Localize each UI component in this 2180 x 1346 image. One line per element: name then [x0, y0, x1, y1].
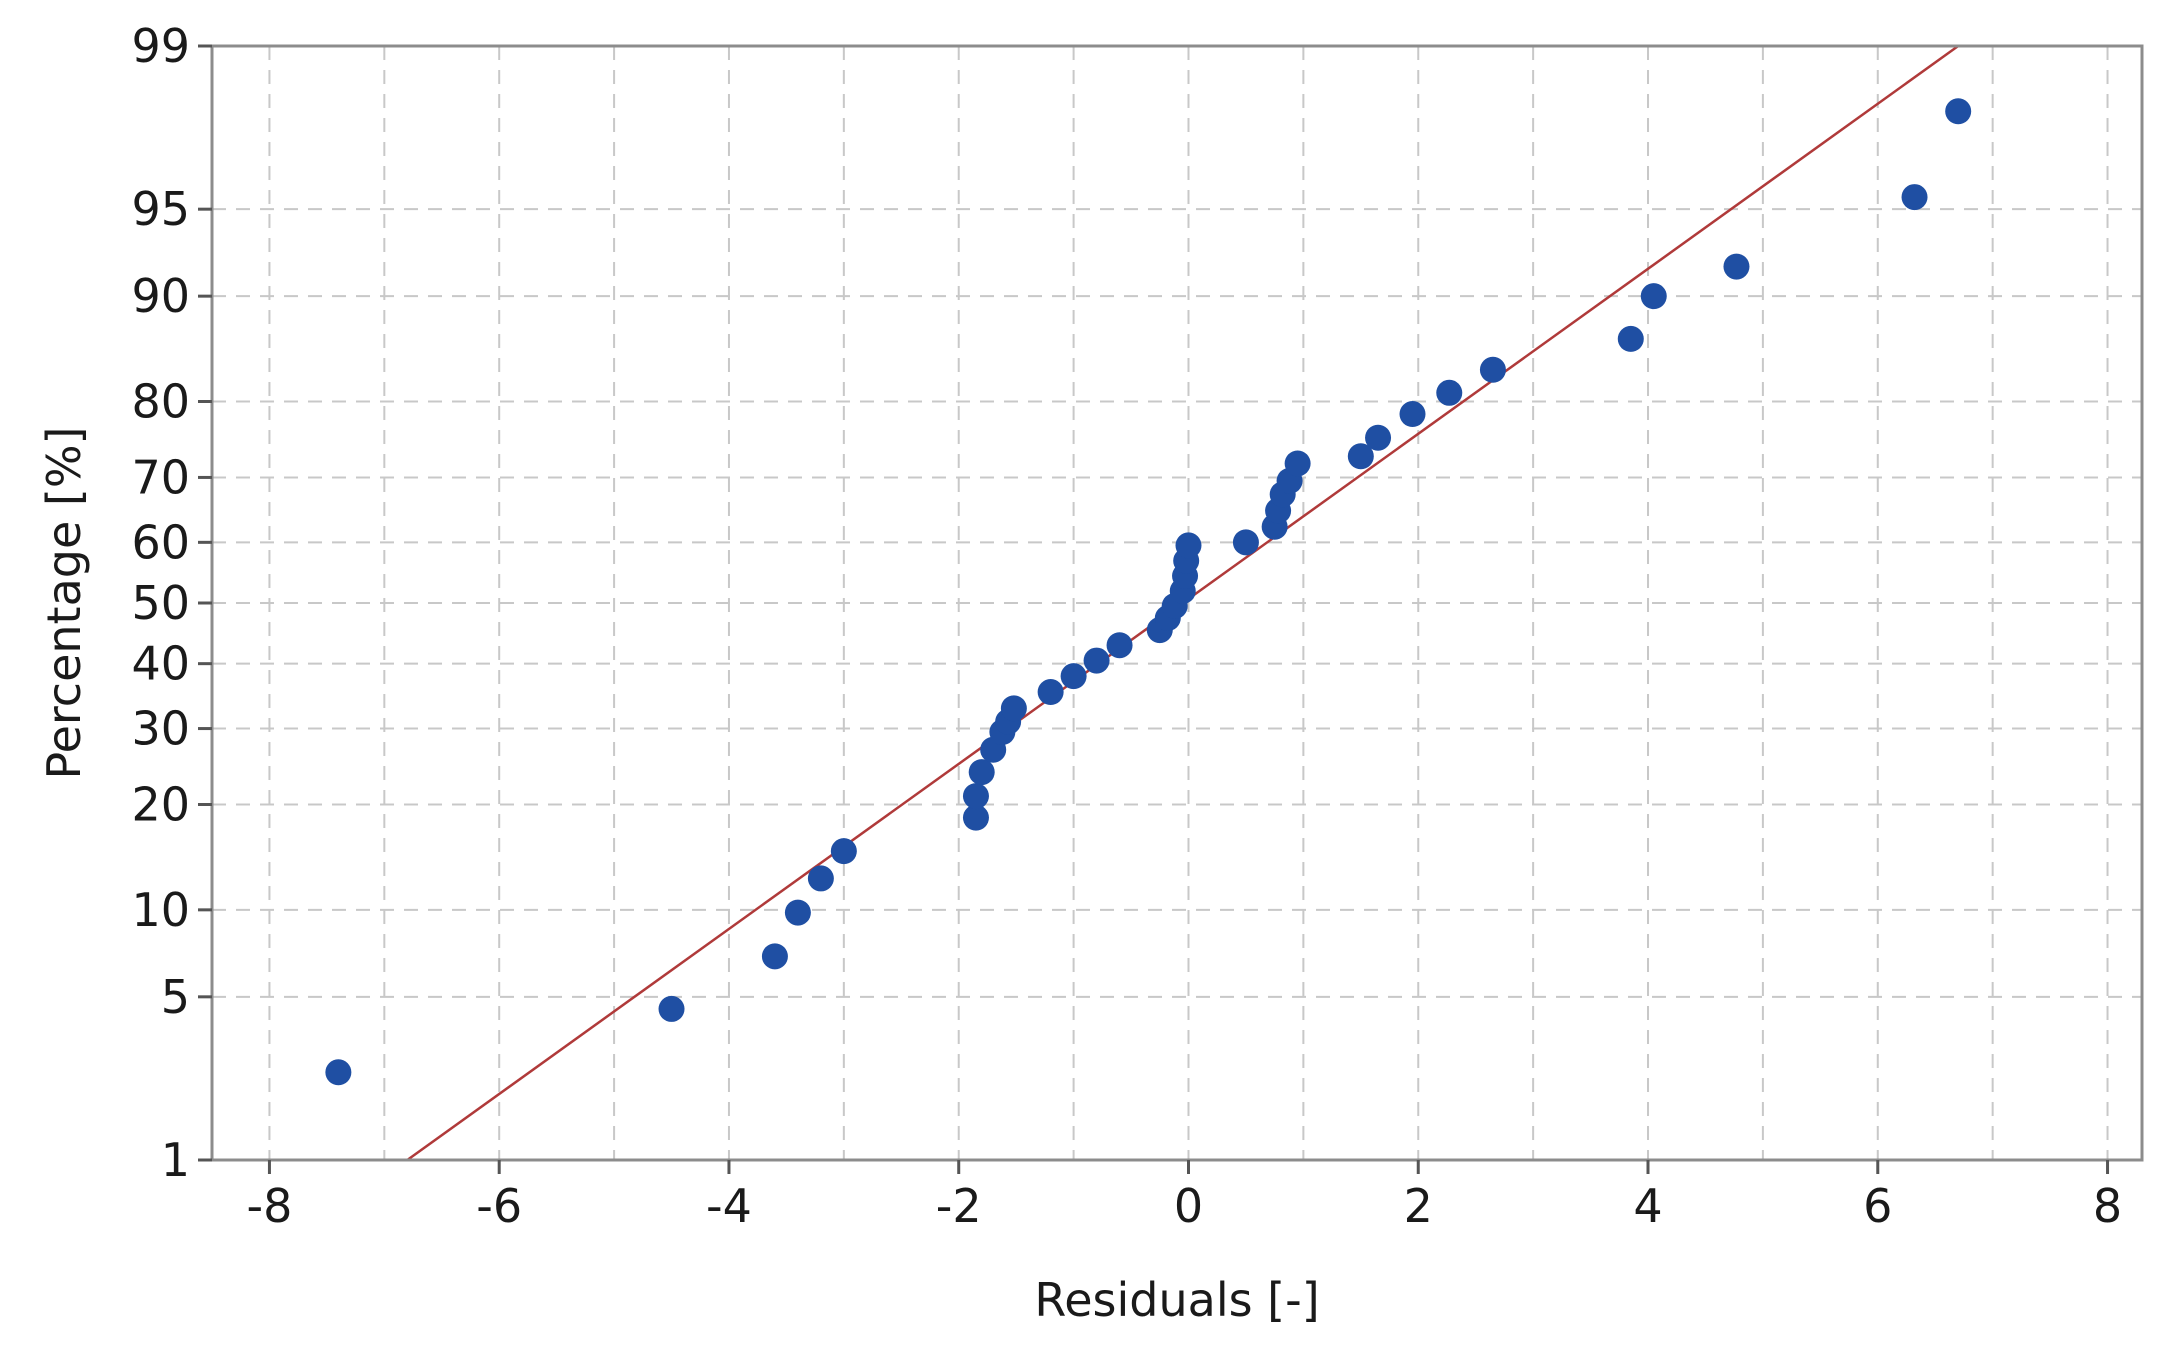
- y-tick-label: 60: [131, 515, 190, 569]
- x-axis-ticks: -8 -6 -4 -2 0 2 4 6 8: [247, 1160, 2122, 1233]
- y-tick-label: 99: [131, 19, 190, 73]
- data-point: [1347, 443, 1374, 470]
- data-point: [1399, 401, 1426, 428]
- y-tick-label: 30: [131, 702, 190, 756]
- x-tick-label: 6: [1863, 1179, 1892, 1233]
- x-tick-label: -6: [476, 1179, 522, 1233]
- data-point: [962, 783, 989, 810]
- x-tick-label: 2: [1404, 1179, 1433, 1233]
- y-axis-title: Percentage [%]: [37, 427, 91, 780]
- data-point: [1365, 424, 1392, 451]
- x-tick-label: 0: [1174, 1179, 1203, 1233]
- x-axis-title: Residuals [-]: [1034, 1273, 1319, 1327]
- y-tick-label: 10: [131, 883, 190, 937]
- data-point: [1106, 632, 1133, 659]
- data-point: [784, 899, 811, 926]
- x-tick-label: -4: [706, 1179, 752, 1233]
- y-axis-ticks: 1 5 10 20 30 40 50 60 70 80 90 95 99: [131, 19, 212, 1187]
- x-tick-label: -8: [247, 1179, 293, 1233]
- x-tick-label: -2: [936, 1179, 982, 1233]
- data-point: [1083, 647, 1110, 674]
- y-tick-label: 40: [131, 637, 190, 691]
- data-point: [1284, 450, 1311, 477]
- y-tick-label: 50: [131, 576, 190, 630]
- data-point: [1479, 356, 1506, 383]
- data-point: [1617, 325, 1644, 352]
- data-point: [1945, 98, 1972, 125]
- data-point: [1037, 679, 1064, 706]
- data-point: [1175, 532, 1202, 559]
- data-point: [1232, 529, 1259, 556]
- data-point: [1436, 379, 1463, 406]
- y-tick-label: 70: [131, 450, 190, 504]
- data-point: [325, 1059, 352, 1086]
- data-point: [962, 804, 989, 831]
- grid-lines: [212, 46, 2142, 1160]
- data-point: [1723, 253, 1750, 280]
- y-tick-label: 1: [161, 1133, 190, 1187]
- data-point: [968, 759, 995, 786]
- data-point: [830, 838, 857, 865]
- data-points: [325, 98, 1972, 1086]
- x-tick-label: 8: [2093, 1179, 2122, 1233]
- y-tick-label: 20: [131, 778, 190, 832]
- y-tick-label: 5: [161, 970, 190, 1024]
- data-point: [761, 943, 788, 970]
- data-point: [1000, 695, 1027, 722]
- data-point: [1060, 663, 1087, 690]
- data-point: [658, 995, 685, 1022]
- y-tick-label: 90: [131, 269, 190, 323]
- x-tick-label: 4: [1633, 1179, 1662, 1233]
- data-point: [1640, 283, 1667, 310]
- data-point: [807, 865, 834, 892]
- data-point: [1901, 184, 1928, 211]
- y-tick-label: 95: [131, 182, 190, 236]
- y-tick-label: 80: [131, 374, 190, 428]
